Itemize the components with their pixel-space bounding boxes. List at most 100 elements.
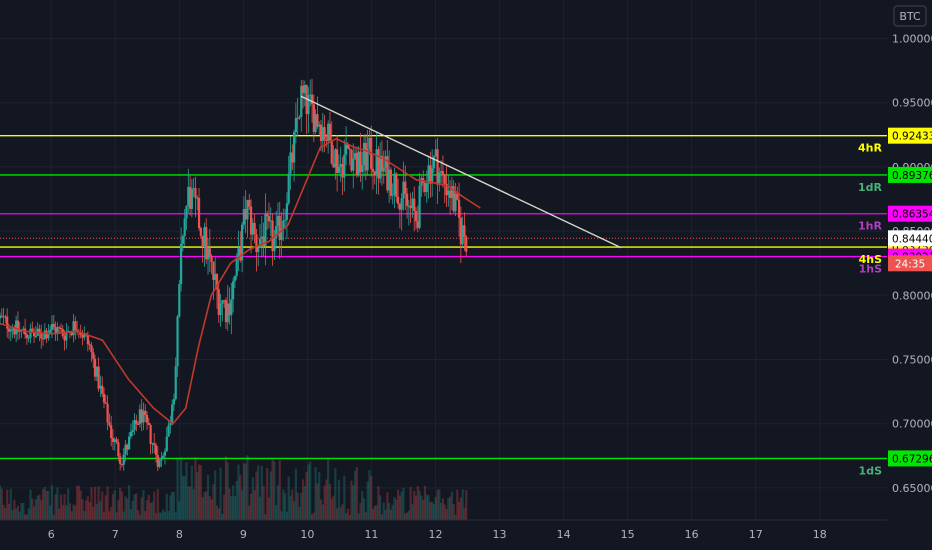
volume-bar bbox=[67, 488, 70, 520]
candle-body bbox=[445, 183, 448, 196]
candle-body bbox=[319, 124, 323, 142]
volume-bar bbox=[36, 495, 39, 520]
volume-bar bbox=[420, 495, 423, 520]
volume-bar bbox=[214, 470, 217, 520]
volume-bar bbox=[122, 511, 125, 520]
candle-body bbox=[185, 205, 188, 219]
volume-bar bbox=[144, 510, 147, 520]
volume-bar bbox=[0, 485, 2, 520]
volume-bar bbox=[110, 506, 113, 520]
volume-bar bbox=[102, 512, 106, 520]
volume-bar bbox=[70, 511, 73, 520]
candle-body bbox=[11, 328, 14, 330]
volume-bar bbox=[171, 491, 174, 520]
volume-bar bbox=[445, 508, 448, 520]
volume-bar bbox=[396, 489, 400, 520]
volume-bar bbox=[343, 475, 346, 520]
candle-body bbox=[447, 190, 450, 196]
volume-bar bbox=[258, 496, 262, 520]
volume-bar bbox=[300, 492, 303, 520]
candle-body bbox=[192, 188, 195, 190]
candle-body bbox=[375, 149, 378, 175]
volume-bar bbox=[448, 496, 452, 520]
volume-bar bbox=[294, 468, 297, 520]
candle-body bbox=[199, 228, 202, 236]
candle-body bbox=[205, 227, 208, 260]
candle-body bbox=[310, 94, 314, 105]
candle-body bbox=[32, 332, 36, 337]
volume-bar bbox=[431, 501, 434, 520]
trendline-layer[interactable] bbox=[300, 95, 622, 249]
candle-body bbox=[111, 438, 115, 442]
volume-bar bbox=[429, 501, 432, 520]
time-tick-label: 7 bbox=[112, 528, 119, 541]
volume-bar bbox=[418, 490, 421, 520]
candle-body bbox=[217, 289, 220, 315]
volume-bar bbox=[194, 457, 197, 520]
candle-body bbox=[181, 236, 185, 244]
volume-bar bbox=[16, 505, 20, 520]
candle-body bbox=[244, 209, 247, 220]
candle-body bbox=[341, 164, 344, 178]
candle-body bbox=[104, 402, 107, 404]
candle-body bbox=[219, 303, 222, 315]
price-tag-1dR: 0.89376 bbox=[888, 166, 932, 183]
volume-bar bbox=[223, 494, 226, 520]
volume-bar bbox=[153, 491, 156, 520]
volume-bar bbox=[434, 496, 437, 520]
time-tick-label: 6 bbox=[48, 528, 55, 541]
volume-bar bbox=[63, 493, 66, 520]
volume-bar bbox=[83, 510, 86, 520]
candle-body bbox=[287, 173, 290, 204]
candle-body bbox=[172, 399, 176, 405]
candle-body bbox=[251, 222, 254, 235]
candle-body bbox=[380, 155, 384, 172]
candle-body bbox=[178, 284, 181, 317]
candle-body bbox=[441, 171, 445, 176]
volume-bar bbox=[18, 511, 21, 520]
volume-bar bbox=[330, 498, 333, 520]
time-tick-label: 12 bbox=[428, 528, 442, 541]
candle-body bbox=[43, 330, 46, 339]
candle-body bbox=[371, 168, 375, 172]
candle-body bbox=[183, 218, 186, 237]
volume-bar bbox=[221, 513, 224, 520]
volume-bar bbox=[441, 498, 445, 520]
volume-bar bbox=[181, 476, 185, 520]
volume-bar bbox=[427, 495, 430, 520]
volume-bar bbox=[129, 509, 133, 520]
volume-bar bbox=[59, 494, 63, 520]
candle-body bbox=[440, 171, 443, 173]
candle-body bbox=[2, 316, 5, 318]
candle-body bbox=[280, 228, 283, 240]
volume-bar bbox=[79, 490, 82, 520]
candle-body bbox=[260, 236, 263, 239]
volume-bar bbox=[246, 455, 249, 520]
volume-bar bbox=[128, 485, 131, 520]
time-axis[interactable] bbox=[0, 520, 887, 550]
candle-body bbox=[318, 124, 321, 127]
volume-bar bbox=[416, 485, 419, 520]
candle-body bbox=[289, 152, 292, 174]
price-axis[interactable] bbox=[887, 0, 932, 550]
candle-body bbox=[228, 303, 231, 316]
candle-body bbox=[436, 149, 439, 185]
candle-body bbox=[332, 163, 335, 168]
candle-body bbox=[92, 352, 95, 359]
volume-bar bbox=[361, 490, 364, 520]
volume-bar bbox=[348, 514, 351, 520]
candle-body bbox=[294, 117, 297, 133]
moving-average-line bbox=[0, 137, 481, 425]
volume-bar bbox=[346, 508, 349, 520]
candle-body bbox=[321, 127, 324, 142]
candle-body bbox=[249, 206, 253, 235]
volume-bar bbox=[92, 506, 95, 520]
currency-badge[interactable]: BTC bbox=[893, 5, 927, 27]
candle-body bbox=[262, 236, 265, 247]
volume-bar bbox=[339, 506, 342, 520]
volume-bar bbox=[398, 495, 401, 520]
candle-body bbox=[138, 409, 141, 425]
trendline[interactable] bbox=[300, 95, 622, 249]
